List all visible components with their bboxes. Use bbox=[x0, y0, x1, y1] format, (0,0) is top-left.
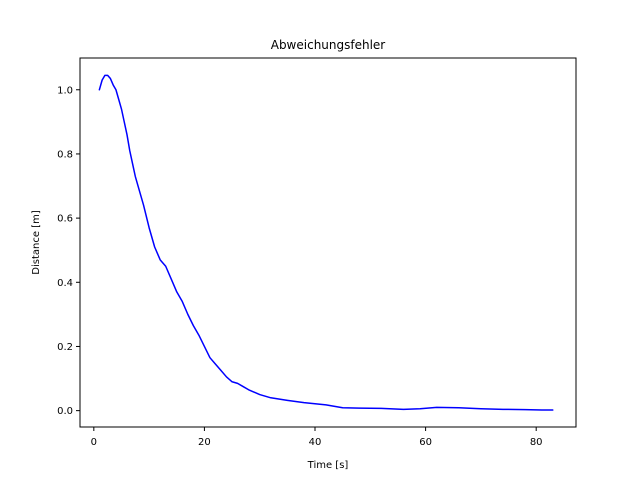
x-axis-label: Time [s] bbox=[307, 460, 349, 471]
x-tick-label: 80 bbox=[530, 437, 543, 448]
x-tick-label: 40 bbox=[309, 437, 322, 448]
series-layer bbox=[98, 74, 554, 411]
y-tick-label: 0.6 bbox=[57, 214, 73, 225]
x-tick-label: 60 bbox=[419, 437, 432, 448]
x-axis-ticks: 0 20 40 60 80 bbox=[91, 427, 543, 448]
x-tick-label: 0 bbox=[91, 437, 97, 448]
y-tick-label: 0.0 bbox=[57, 406, 73, 417]
chart-title: Abweichungsfehler bbox=[271, 38, 386, 52]
y-tick-label: 0.4 bbox=[57, 278, 73, 289]
y-tick-label: 0.2 bbox=[57, 342, 73, 353]
series-line bbox=[98, 74, 554, 411]
y-axis-label: Distance [m] bbox=[31, 210, 42, 275]
plot-frame bbox=[79, 57, 577, 428]
y-axis-ticks: 0.0 0.2 0.4 0.6 0.8 1.0 bbox=[57, 85, 80, 417]
y-tick-label: 1.0 bbox=[57, 85, 73, 96]
x-tick-label: 20 bbox=[198, 437, 211, 448]
y-tick-label: 0.8 bbox=[57, 149, 73, 160]
